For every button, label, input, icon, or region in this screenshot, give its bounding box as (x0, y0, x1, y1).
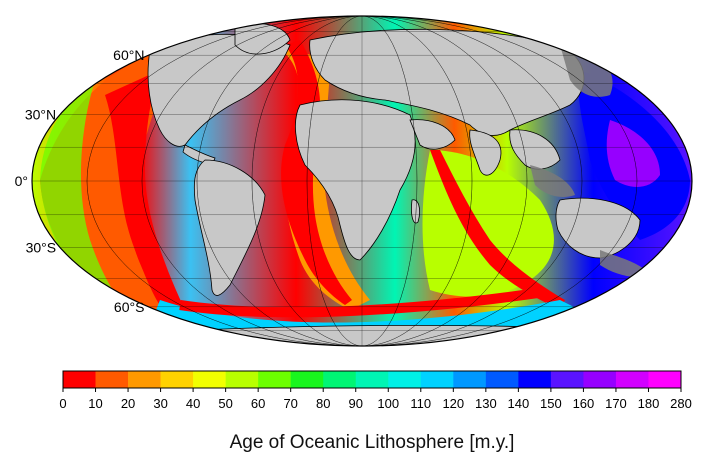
indian-ocean-ridge (430, 150, 565, 310)
colorbar-tick-label: 180 (638, 396, 660, 411)
colorbar-tick-label: 10 (88, 396, 102, 411)
arabia (409, 119, 456, 150)
colorbar-bin (128, 371, 161, 388)
colorbar-frame (62, 370, 682, 389)
colorbar-bin (95, 371, 129, 388)
colorbar-tick-label: 20 (121, 396, 135, 411)
colorbar-tick-label: 110 (410, 396, 431, 411)
colorbar-title: Age of Oceanic Lithosphere [m.y.] (230, 432, 515, 453)
colorbar-tick-label: 160 (573, 396, 595, 411)
latitude-label: 30°N (25, 106, 56, 122)
colorbar-tick-label: 30 (153, 396, 167, 411)
colorbar-tick-label: 150 (540, 396, 562, 411)
africa (295, 99, 416, 261)
colorbar-bin (583, 371, 617, 388)
latitude-label: 60°S (114, 299, 145, 315)
graticule (32, 15, 692, 347)
colorbar-bin (518, 371, 552, 388)
latitude-label: 60°N (113, 47, 144, 63)
colorbar-bin (420, 371, 454, 388)
colorbar-tick-labels: 0 10 20 30 40 50 60 70 80 90 100 110 120 130 140 150 160… (59, 396, 691, 411)
colorbar-bin (63, 371, 96, 388)
latitude-label: 30°S (26, 240, 57, 256)
southern-ridge (179, 287, 546, 318)
colorbar-tick-label: 50 (218, 396, 232, 411)
latitude-labels: 60°N 30°N 0° 30°S 60°S (15, 47, 145, 315)
colorbar-tick-label: 0 (59, 396, 66, 411)
colorbar-bin (550, 371, 584, 388)
east-pacific-ridge (105, 70, 190, 325)
colorbar-tick-label: 80 (316, 396, 330, 411)
colorbar-tick-label: 100 (377, 396, 399, 411)
colorbar-tick-label: 40 (186, 396, 200, 411)
mid-atlantic-ridge (281, 40, 352, 305)
colorbar-bin (225, 371, 259, 388)
colorbar-tick-label: 90 (349, 396, 363, 411)
india (469, 129, 502, 176)
colorbar-tick-label: 140 (508, 396, 530, 411)
colorbar-bin (258, 371, 291, 388)
colorbar-bin (485, 371, 519, 388)
colorbar-tick-label: 170 (605, 396, 627, 411)
colorbar-tick-label: 60 (251, 396, 265, 411)
colorbar-bin (648, 371, 682, 388)
colorbar-tick-label: 280 (670, 396, 692, 411)
colorbar-bin (388, 371, 422, 388)
south-america (193, 159, 266, 296)
colorbar-bin (193, 371, 226, 388)
colorbar-bin (323, 371, 357, 388)
latitude-label: 0° (15, 173, 28, 189)
southeast-asia (509, 129, 561, 170)
colorbar-tick-label: 130 (475, 396, 497, 411)
colorbar (62, 370, 682, 392)
colorbar-tick-label: 70 (283, 396, 297, 411)
colorbar-bin (453, 371, 487, 388)
colorbar-bin (355, 371, 389, 388)
colorbar-tick-label: 120 (442, 396, 464, 411)
colorbar-bin (290, 371, 324, 388)
pacific-old-west (40, 80, 140, 325)
colorbar-bin (615, 371, 649, 388)
colorbar-bin (160, 371, 194, 388)
